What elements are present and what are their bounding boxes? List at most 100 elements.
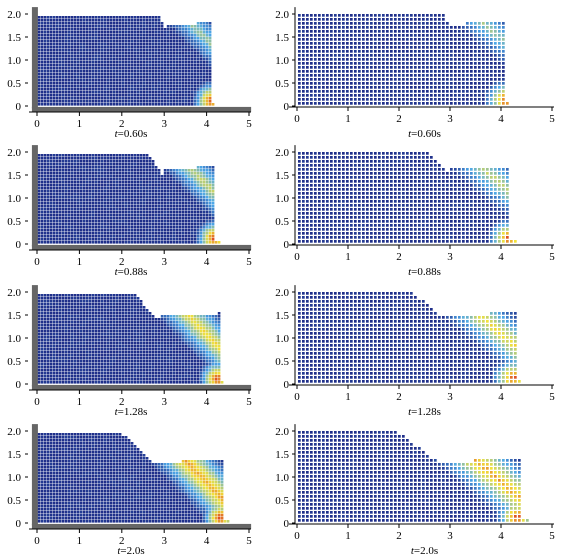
particle — [43, 172, 47, 175]
particle — [94, 175, 98, 178]
particle — [302, 208, 305, 211]
particle — [40, 154, 44, 157]
particle — [205, 91, 209, 94]
particle — [442, 50, 445, 53]
particle — [124, 229, 128, 232]
particle — [127, 94, 131, 97]
particle — [394, 82, 397, 85]
particle — [100, 70, 104, 73]
x-tick-label: 5 — [549, 113, 555, 125]
particle — [338, 22, 341, 25]
particle — [196, 238, 200, 241]
particle — [97, 199, 101, 202]
particle — [43, 64, 47, 67]
particle — [52, 235, 56, 238]
particle — [205, 169, 209, 172]
particle — [76, 34, 80, 37]
particle — [127, 214, 131, 217]
particle — [402, 26, 405, 29]
particle — [133, 229, 137, 232]
particle — [52, 61, 56, 64]
particle — [163, 184, 167, 187]
particle — [166, 100, 170, 103]
particle — [40, 40, 44, 43]
particle — [178, 214, 182, 217]
particle — [458, 90, 461, 93]
particle — [386, 74, 389, 77]
particle — [145, 172, 149, 175]
particle — [154, 211, 158, 214]
particle — [318, 200, 321, 203]
particle — [70, 211, 74, 214]
particle — [124, 169, 128, 172]
particle — [43, 241, 47, 244]
particle — [378, 58, 381, 61]
particle — [130, 187, 134, 190]
particle — [124, 40, 128, 43]
particle — [154, 73, 158, 76]
particle — [169, 103, 173, 106]
particle — [362, 216, 365, 219]
particle — [205, 88, 209, 91]
particle — [181, 181, 185, 184]
particle — [326, 168, 329, 171]
floor — [31, 106, 252, 112]
particle — [40, 76, 44, 79]
particle — [112, 55, 116, 58]
particle — [121, 172, 125, 175]
particle — [40, 184, 44, 187]
particle — [91, 94, 95, 97]
particle — [151, 97, 155, 100]
particle — [91, 40, 95, 43]
particle — [61, 190, 65, 193]
particle — [121, 184, 125, 187]
particle — [70, 202, 74, 205]
particle — [70, 175, 74, 178]
particle — [88, 166, 92, 169]
particle — [61, 199, 65, 202]
particle — [422, 98, 425, 101]
particle — [55, 64, 59, 67]
particle — [172, 241, 176, 244]
particle — [73, 73, 77, 76]
particle — [103, 64, 107, 67]
particle — [370, 34, 373, 37]
particle — [196, 169, 200, 172]
particle — [109, 187, 113, 190]
particle — [410, 14, 413, 17]
particle — [130, 43, 134, 46]
particle — [67, 43, 71, 46]
particle — [322, 232, 325, 235]
particle — [82, 211, 86, 214]
particle — [474, 94, 477, 97]
particle — [346, 14, 349, 17]
particle — [73, 91, 77, 94]
particle — [430, 50, 433, 53]
particle — [106, 181, 110, 184]
particle — [193, 190, 197, 193]
particle — [79, 208, 83, 211]
particle — [151, 208, 155, 211]
particle — [302, 46, 305, 49]
particle — [502, 98, 505, 101]
particle — [454, 34, 457, 37]
particle — [306, 152, 309, 155]
particle — [426, 78, 429, 81]
particle — [438, 90, 441, 93]
particle — [118, 196, 122, 199]
particle — [184, 103, 188, 106]
particle — [154, 175, 158, 178]
particle — [466, 46, 469, 49]
particle — [211, 205, 215, 208]
particle — [58, 70, 62, 73]
particle — [67, 49, 71, 52]
particle — [202, 82, 206, 85]
particle — [298, 86, 301, 89]
particle — [142, 226, 146, 229]
particle — [58, 205, 62, 208]
particle — [148, 91, 152, 94]
particle — [133, 16, 137, 19]
particle — [187, 97, 191, 100]
particle — [410, 94, 413, 97]
particle — [187, 46, 191, 49]
